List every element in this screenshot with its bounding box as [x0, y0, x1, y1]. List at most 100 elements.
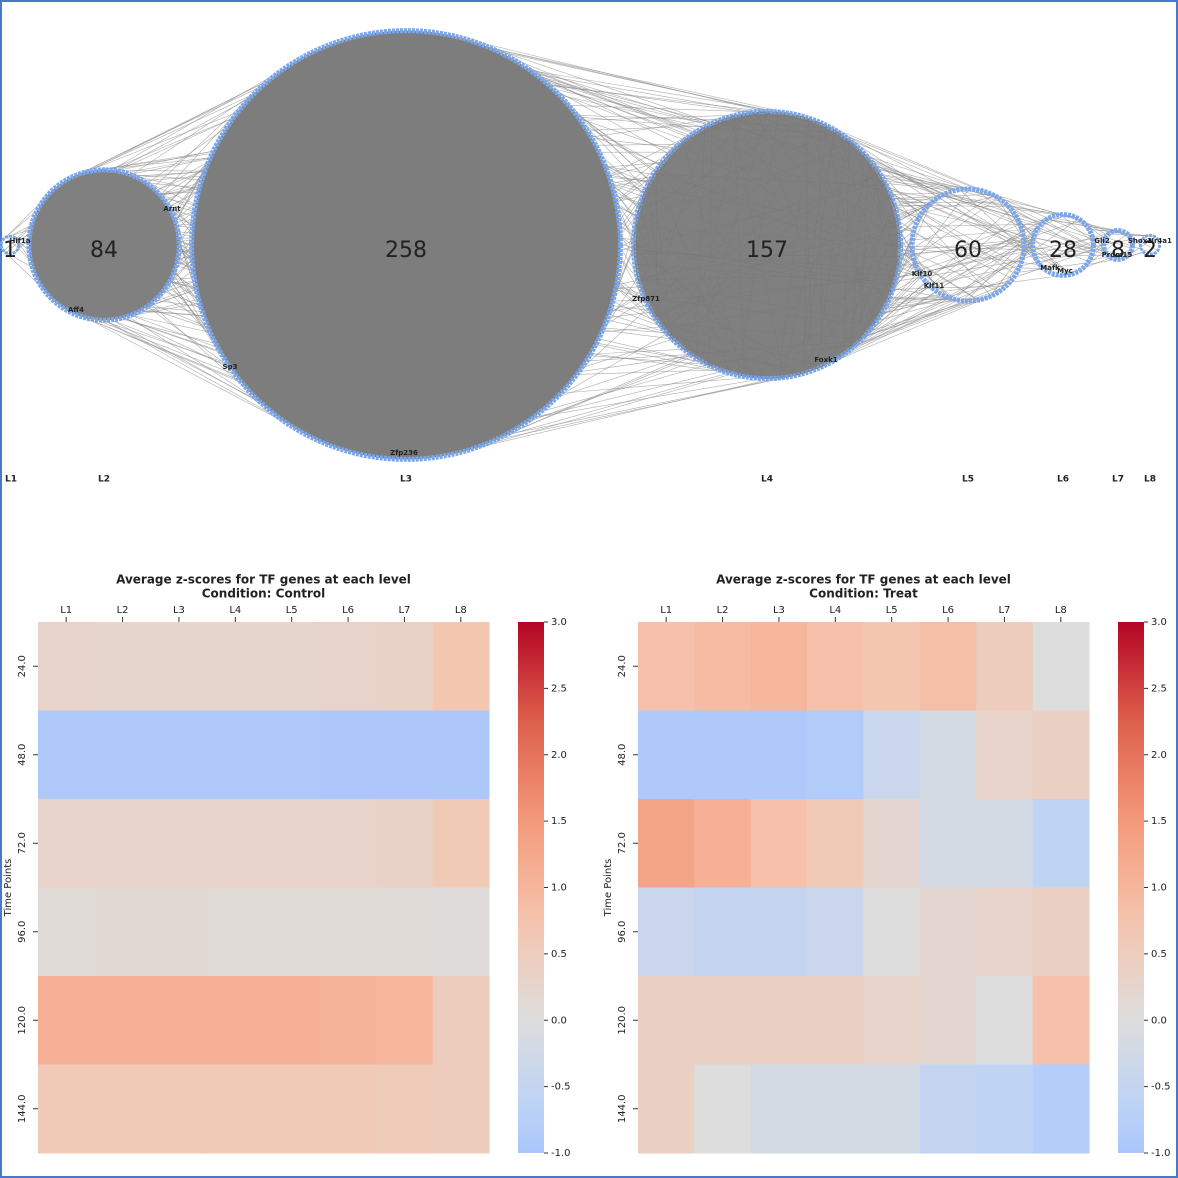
- edge: [641, 197, 754, 379]
- edge: [892, 188, 970, 291]
- x-tick-label: L5: [886, 605, 898, 616]
- edge: [912, 239, 1034, 255]
- edge: [689, 340, 860, 355]
- heatmap-cell: [319, 1064, 377, 1154]
- heatmap-cell: [263, 799, 321, 888]
- gene-label: Aff4: [68, 306, 84, 314]
- edge: [1002, 200, 1094, 248]
- edge: [686, 113, 743, 352]
- edge: [885, 182, 956, 191]
- edge: [937, 273, 1072, 293]
- heatmap-cell: [376, 622, 434, 711]
- edge: [656, 170, 658, 321]
- x-tick-label: L8: [455, 605, 467, 616]
- edge: [830, 296, 991, 363]
- edge: [633, 118, 811, 248]
- edge: [1014, 214, 1065, 276]
- edge: [638, 273, 898, 281]
- heatmap-cell: [638, 799, 695, 888]
- colorbar-tick-label: 2.0: [1151, 750, 1167, 761]
- heatmap-cell: [263, 887, 321, 977]
- edge: [666, 332, 686, 351]
- y-axis-label: Time Points: [603, 859, 614, 918]
- edge: [961, 244, 1033, 301]
- edge: [880, 175, 958, 191]
- edge: [859, 217, 1017, 342]
- heatmap-cell: [807, 710, 864, 800]
- gene-label: Mafk: [1040, 264, 1060, 272]
- level-circle: [909, 186, 1027, 304]
- x-tick-label: L1: [60, 605, 72, 616]
- edge: [633, 245, 639, 281]
- heatmap-cell: [38, 622, 95, 711]
- edge: [800, 125, 828, 375]
- edge: [604, 163, 646, 190]
- edge: [1091, 235, 1133, 249]
- colorbar-tick-label: 0.5: [551, 949, 567, 960]
- edge: [633, 249, 899, 272]
- edge: [682, 348, 810, 372]
- heatmap-cell: [319, 799, 377, 888]
- edge: [663, 160, 871, 330]
- edge: [1016, 262, 1088, 273]
- level-label: L8: [1144, 475, 1156, 485]
- heatmap-cell: [750, 887, 808, 977]
- heatmap-cell: [150, 887, 208, 977]
- colorbar: [1118, 622, 1144, 1153]
- level-circle: [189, 28, 623, 462]
- colorbar-tick-label: 2.5: [1151, 683, 1167, 694]
- edge: [843, 139, 850, 355]
- edge: [526, 67, 695, 134]
- level-label: L3: [400, 475, 412, 485]
- heatmap-cell: [1032, 976, 1090, 1065]
- edge: [745, 112, 901, 247]
- edge: [644, 220, 899, 300]
- heatmap-cell: [207, 976, 264, 1065]
- level-label: L1: [5, 475, 17, 485]
- edge: [859, 157, 869, 342]
- colorbar: [518, 622, 544, 1153]
- edge: [1035, 239, 1132, 259]
- heatmap-cell: [976, 622, 1034, 711]
- colorbar-tick-label: 0.0: [1151, 1015, 1167, 1026]
- gene-label: Gli2: [1094, 237, 1110, 245]
- y-tick-label: 24.0: [17, 655, 28, 677]
- heatmap-cell: [694, 976, 752, 1065]
- gene-label: Arnt: [163, 205, 181, 213]
- edge: [778, 118, 810, 379]
- heatmap-cell: [750, 710, 808, 800]
- colorbar-tick-label: 1.5: [551, 816, 567, 827]
- y-tick-label: 120.0: [617, 1006, 628, 1035]
- edge: [633, 247, 799, 376]
- edge: [855, 144, 896, 207]
- colorbar-tick-label: 0.5: [1151, 949, 1167, 960]
- edge: [738, 111, 779, 376]
- edge: [666, 332, 804, 374]
- heatmap-cell: [376, 710, 434, 800]
- heatmap-cell: [807, 622, 864, 711]
- edge: [634, 226, 901, 246]
- edge: [866, 155, 899, 268]
- edge: [822, 258, 1023, 367]
- edge: [474, 378, 774, 449]
- heatmap-cell: [263, 622, 321, 711]
- colorbar-tick-label: 1.0: [1151, 883, 1167, 894]
- edge: [676, 343, 709, 366]
- edge: [653, 173, 887, 187]
- edge: [731, 116, 785, 378]
- edge: [991, 194, 1093, 238]
- heatmap-cell: [807, 799, 864, 888]
- heatmap-cell: [863, 887, 921, 977]
- edge: [1050, 216, 1119, 231]
- edge: [851, 152, 864, 349]
- level-count: 84: [90, 238, 118, 263]
- edge: [816, 138, 848, 370]
- edge: [1019, 267, 1044, 269]
- heatmap-cell: [976, 976, 1034, 1065]
- heatmap-cell: [38, 799, 95, 888]
- edge: [16, 238, 30, 252]
- heatmap-cell: [432, 1064, 490, 1154]
- edge: [653, 111, 778, 316]
